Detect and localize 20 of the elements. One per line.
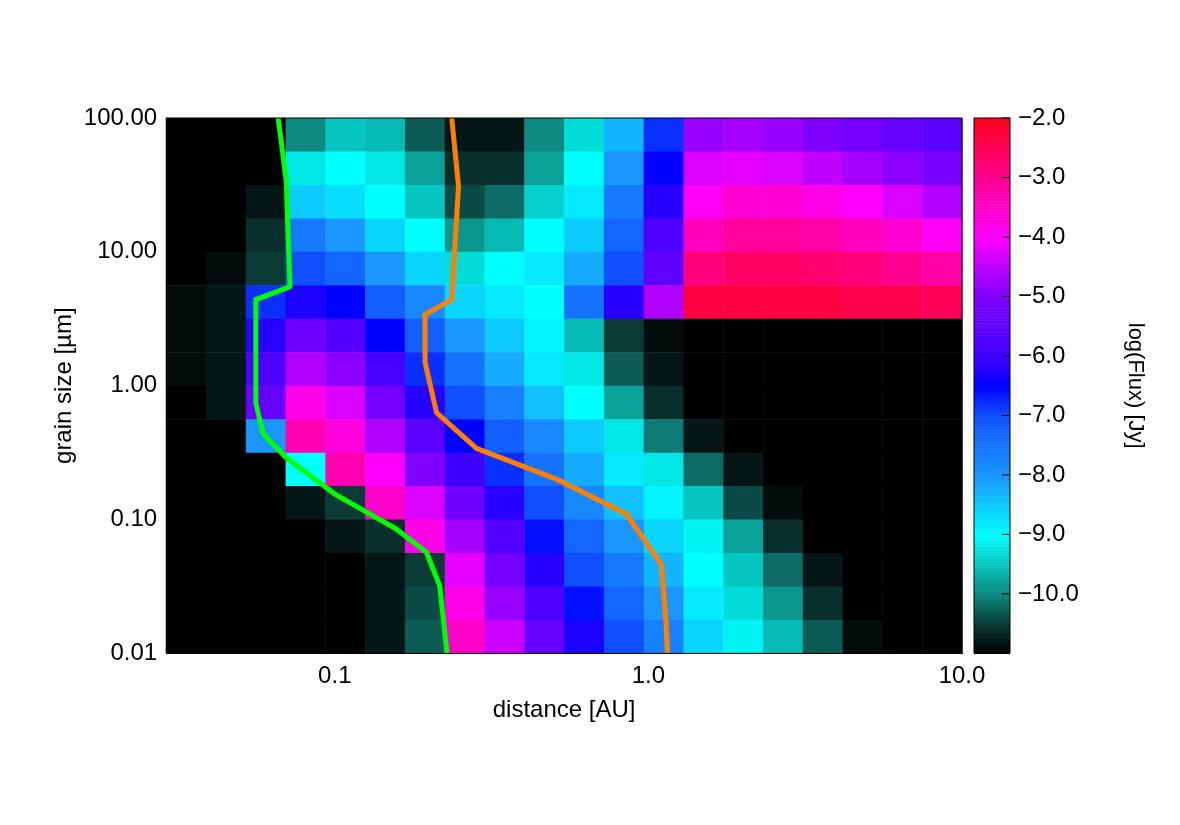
color-bar-label: −4.0 <box>1018 221 1066 249</box>
color-bar-label: −10.0 <box>1018 578 1079 606</box>
color-bar-label: −2.0 <box>1018 102 1066 130</box>
color-bar-label: −3.0 <box>1018 162 1066 190</box>
color-bar-label: −6.0 <box>1018 340 1066 368</box>
y-tick-label: 10.00 <box>97 236 158 264</box>
y-axis-title: grain size [µm] <box>49 307 77 464</box>
color-bar-title: log(Flux) [Jy] <box>1123 322 1149 449</box>
x-tick-label: 1.0 <box>631 661 666 689</box>
x-tick-label: 10.0 <box>938 661 986 689</box>
x-axis-title: distance [AU] <box>492 695 636 723</box>
y-tick-label: 0.10 <box>110 504 158 532</box>
y-tick-label: 1.00 <box>110 370 158 398</box>
y-tick-label: 100.00 <box>83 102 158 130</box>
color-bar-label: −5.0 <box>1018 281 1066 309</box>
color-bar-label: −9.0 <box>1018 519 1066 547</box>
y-tick-label: 0.01 <box>110 638 158 666</box>
color-bar-label: −7.0 <box>1018 400 1066 428</box>
x-tick-label: 0.1 <box>318 661 352 689</box>
color-bar-label: −8.0 <box>1018 459 1066 487</box>
